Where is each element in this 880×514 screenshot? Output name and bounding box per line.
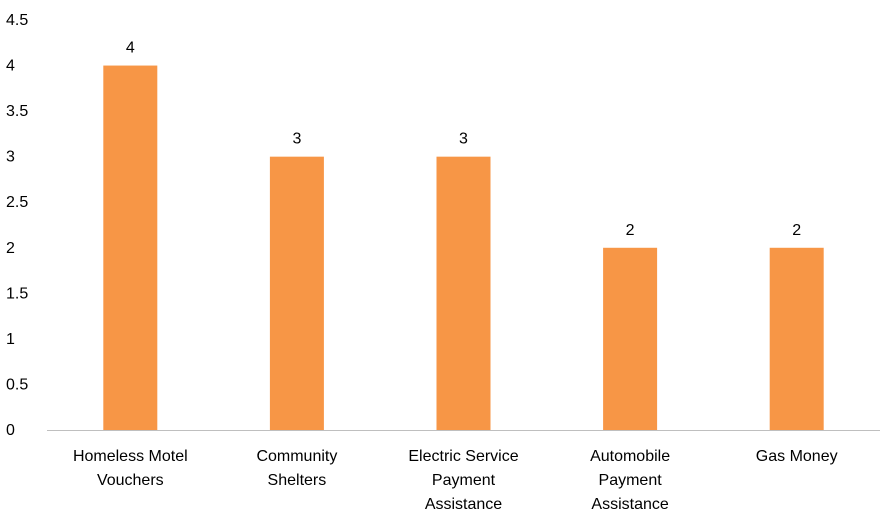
x-tick-label-line: Payment (432, 472, 496, 489)
data-label: 3 (459, 131, 468, 148)
y-tick-label: 3.5 (6, 103, 28, 120)
x-tick-label: Automobile Payment Assistance (590, 448, 670, 513)
data-label: 2 (626, 222, 635, 239)
y-tick-label: 1 (6, 331, 15, 348)
x-tick-label-line: Vouchers (97, 472, 164, 489)
x-tick-label-line: Electric Service (408, 448, 518, 465)
bars (103, 65, 824, 431)
x-tick-label: Gas Money (756, 448, 838, 465)
x-tick-label-line: Assistance (425, 496, 502, 513)
data-labels: 4 3 3 2 2 (126, 40, 801, 239)
x-tick-label: Homeless Motel Vouchers (73, 448, 188, 489)
bar (436, 156, 491, 430)
x-tick-label: Community Shelters (256, 448, 337, 489)
data-label: 2 (792, 222, 801, 239)
data-label: 4 (126, 40, 135, 57)
x-tick-label-line: Payment (599, 472, 663, 489)
y-tick-label: 0 (6, 422, 15, 439)
y-tick-label: 4 (6, 58, 15, 75)
x-tick-label-line: Assistance (591, 496, 668, 513)
bar (103, 65, 158, 431)
y-tick-label: 1.5 (6, 285, 28, 302)
y-tick-label: 2.5 (6, 194, 28, 211)
data-label: 3 (292, 131, 301, 148)
bar (269, 156, 324, 430)
y-tick-label: 3 (6, 149, 15, 166)
x-tick-label-line: Automobile (590, 448, 670, 465)
x-axis-tick-labels: Homeless Motel Vouchers Community Shelters E… (73, 448, 838, 513)
x-tick-label-line: Homeless Motel (73, 448, 188, 465)
x-tick-label-line: Gas Money (756, 448, 838, 465)
y-tick-label: 4.5 (6, 12, 28, 29)
x-tick-label-line: Community (256, 448, 337, 465)
x-tick-label-line: Shelters (268, 472, 327, 489)
bar (769, 247, 824, 430)
x-tick-label: Electric Service Payment Assistance (408, 448, 518, 513)
y-axis-tick-labels: 0 0.5 1 1.5 2 2.5 3 3.5 4 4.5 (6, 12, 28, 439)
y-tick-label: 0.5 (6, 376, 28, 393)
bar (603, 247, 658, 430)
y-tick-label: 2 (6, 240, 15, 257)
